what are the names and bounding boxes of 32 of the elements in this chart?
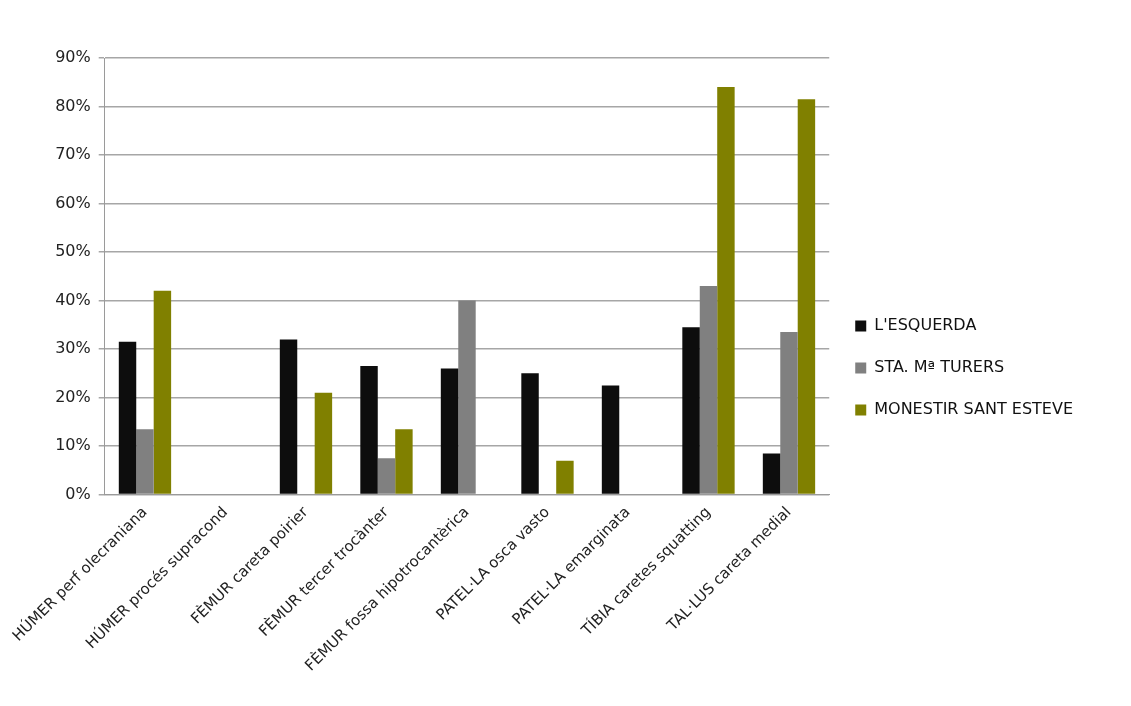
bar (458, 300, 476, 494)
bar (762, 453, 781, 494)
bar (395, 429, 413, 494)
bar (440, 368, 459, 494)
bar (360, 366, 378, 494)
y-tick-label: 20% (55, 386, 91, 406)
y-tick-label: 0% (65, 483, 91, 503)
y-tick-label: 50% (55, 241, 91, 261)
bar (699, 286, 718, 494)
bar (780, 332, 798, 494)
legend-label: STA. Mª TURERS (874, 357, 1005, 377)
bar (682, 327, 700, 494)
bar (556, 460, 574, 494)
y-tick-label: 10% (55, 435, 91, 455)
bar (521, 373, 539, 494)
bar (136, 429, 154, 494)
bar (717, 87, 735, 494)
bar (118, 341, 137, 494)
bar (601, 385, 620, 494)
bar (153, 290, 172, 494)
y-tick-label: 40% (55, 289, 91, 309)
y-tick-label: 90% (55, 47, 91, 67)
y-tick-label: 60% (55, 192, 91, 212)
bar (314, 392, 333, 494)
bar (279, 339, 298, 494)
legend-label: L'ESQUERDA (874, 315, 977, 335)
legend-label: MONESTIR SANT ESTEVE (874, 399, 1074, 419)
y-tick-label: 30% (55, 338, 91, 358)
y-tick-label: 80% (55, 95, 91, 115)
bar (377, 458, 396, 494)
bar (797, 99, 816, 494)
y-tick-label: 70% (55, 144, 91, 164)
